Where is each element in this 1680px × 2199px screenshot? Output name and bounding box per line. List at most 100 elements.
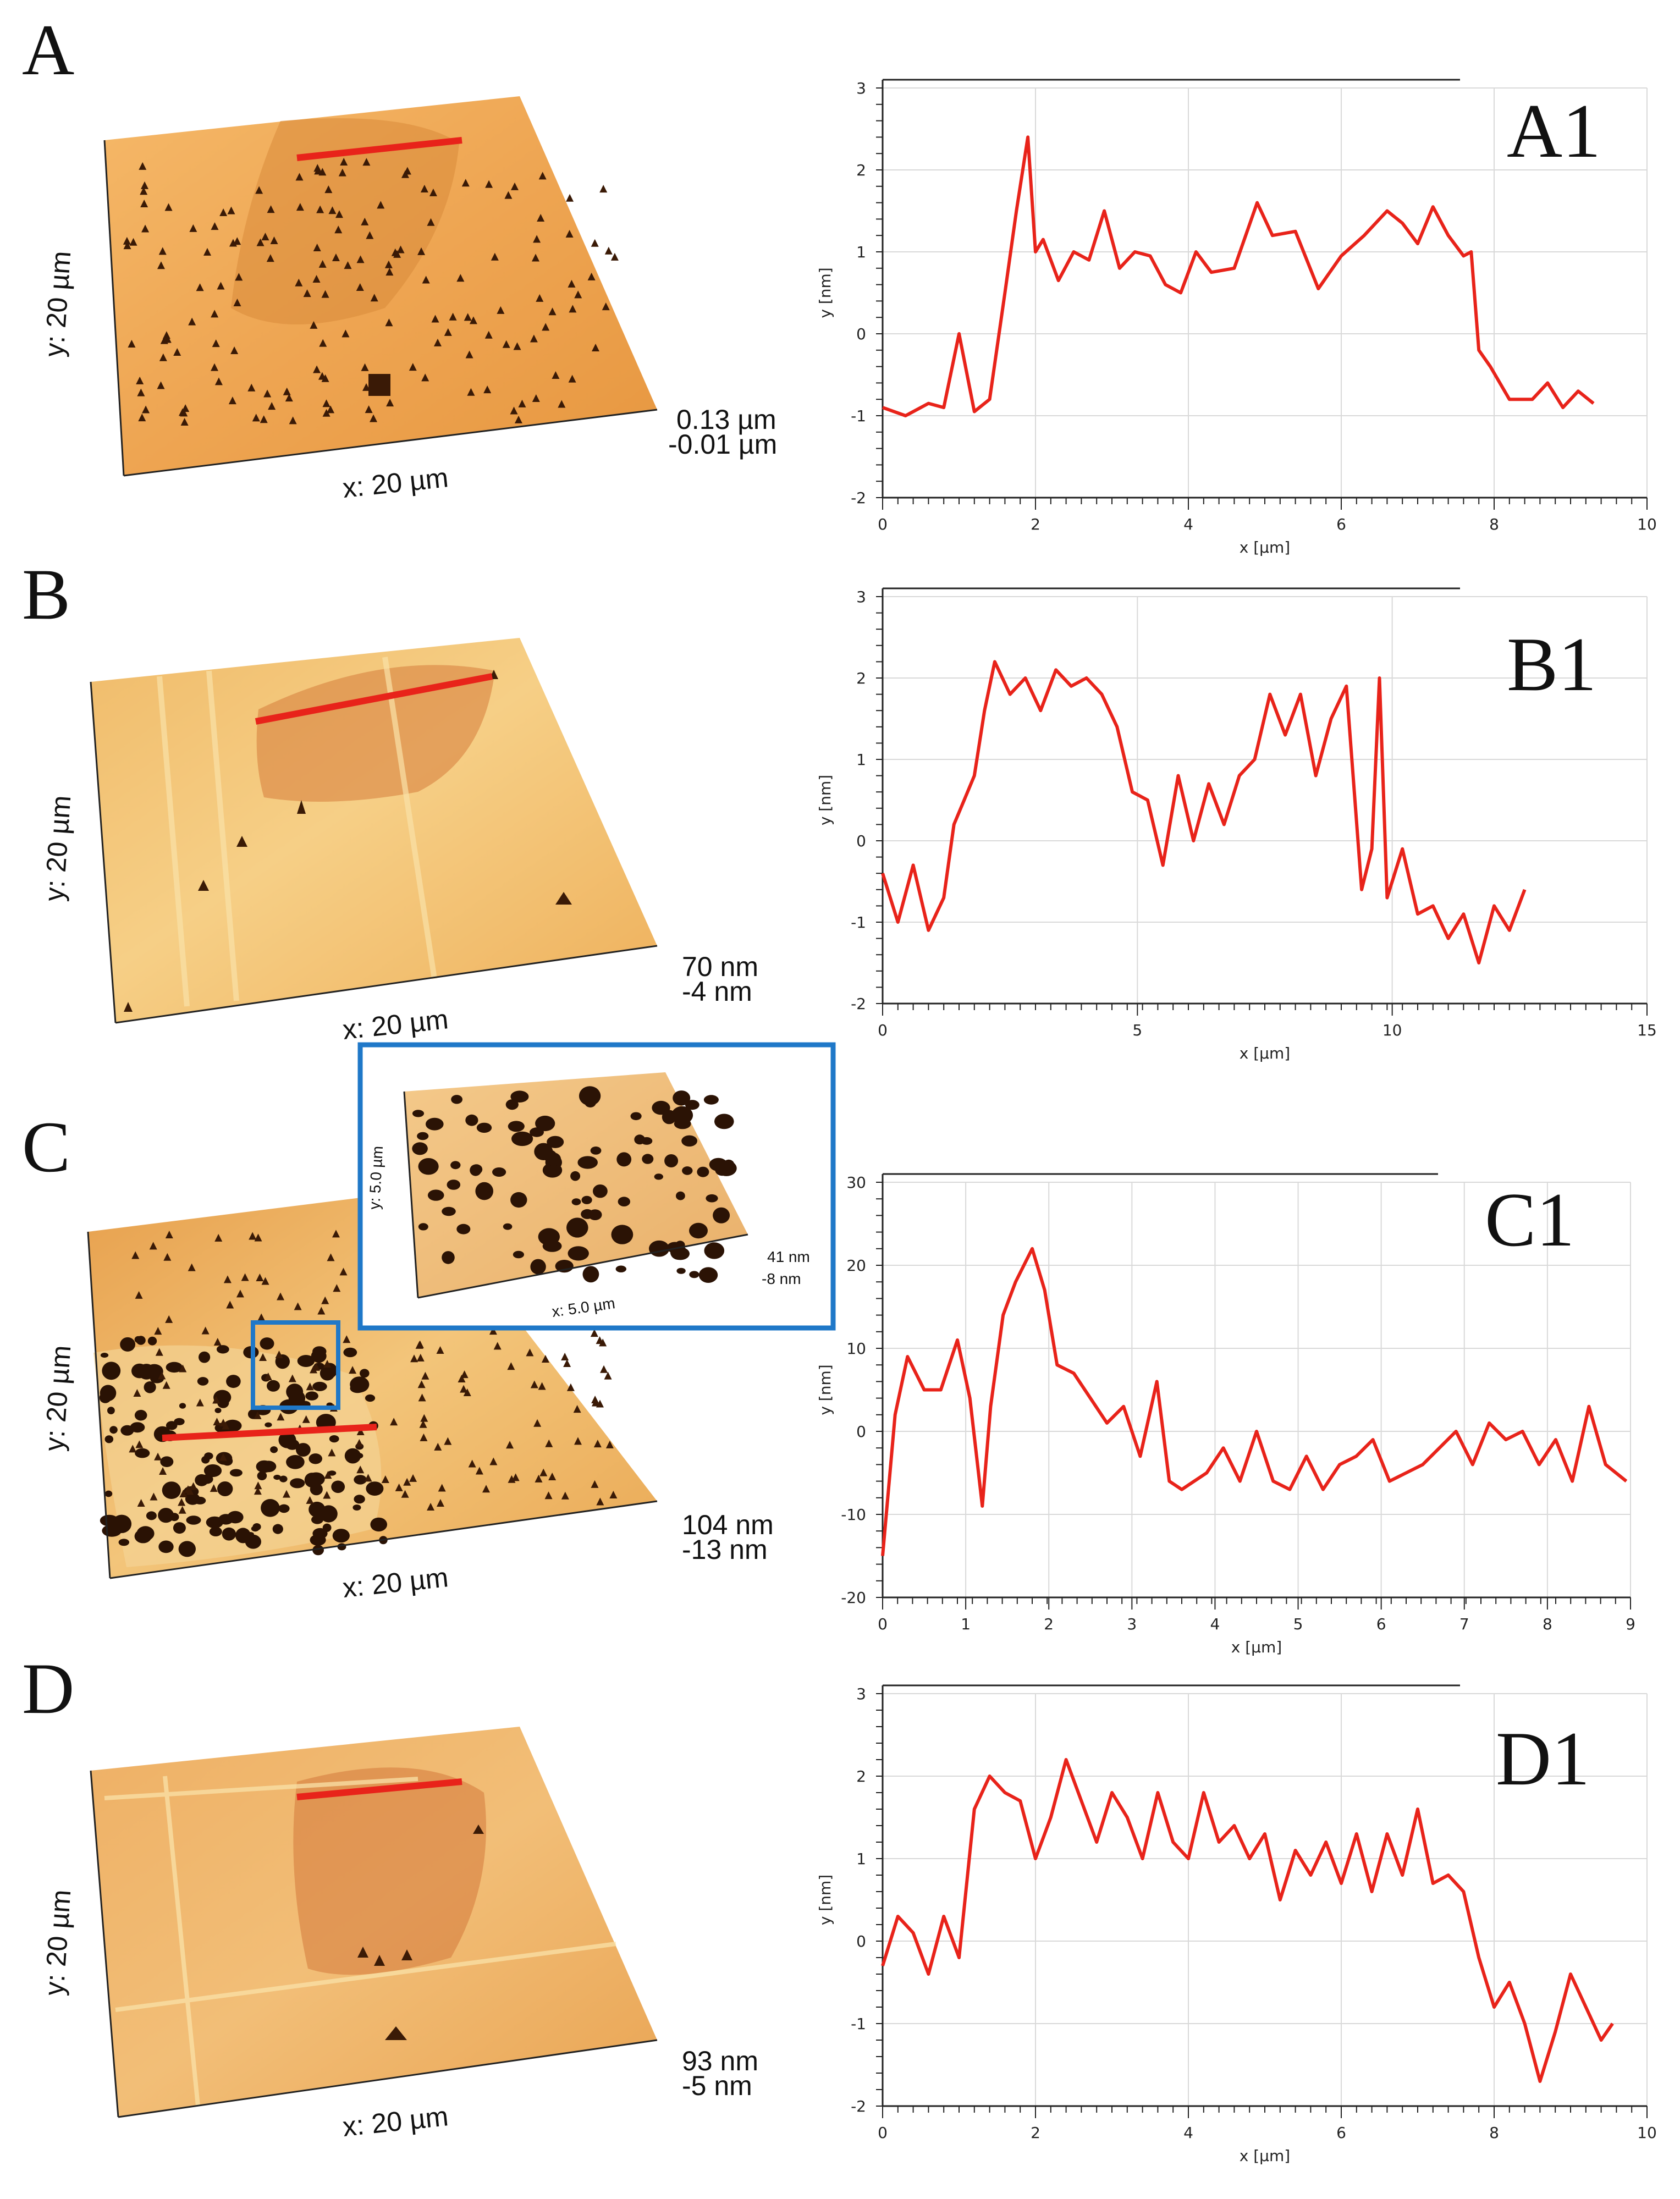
surface-spike xyxy=(591,239,599,247)
x-tick-label: 10 xyxy=(1637,2124,1657,2142)
aggregate-blob xyxy=(226,1375,241,1388)
surface-spike xyxy=(303,289,311,297)
x-tick-label: 10 xyxy=(1637,515,1657,533)
aggregate-blob xyxy=(412,1110,425,1117)
aggregate-blob xyxy=(492,1167,506,1177)
aggregate-blob xyxy=(297,1355,315,1367)
surface-spike xyxy=(219,1453,227,1461)
surface-spike xyxy=(514,415,522,423)
aggregate-blob xyxy=(185,1493,200,1505)
aggregate-blob xyxy=(630,1112,642,1121)
surface-spike xyxy=(227,206,235,214)
surface-spike xyxy=(263,389,272,398)
x-tick-label: 0 xyxy=(878,2124,888,2142)
surface-spike xyxy=(211,310,219,318)
aggregate-blob xyxy=(260,1337,274,1350)
surface-spike xyxy=(602,302,610,311)
profile-chart-D1: 0 2 4 6 8 10 -2 -1 0 1 2 3 x [µm] y [nm] D1 xyxy=(816,1684,1657,2165)
afm-zmax-D: 93 nm xyxy=(682,2046,758,2076)
aggregate-blob xyxy=(169,1513,179,1522)
surface-spike xyxy=(184,1485,192,1493)
surface-spike xyxy=(128,339,136,348)
surface-spike xyxy=(332,1230,340,1238)
surface-spike xyxy=(558,400,566,408)
aggregate-blob xyxy=(447,1180,461,1190)
surface-spike xyxy=(155,1348,163,1356)
aggregate-blob xyxy=(265,1422,272,1428)
surface-spike xyxy=(510,406,518,415)
surface-spike xyxy=(461,179,470,187)
surface-spike xyxy=(468,1459,476,1468)
surface-spike xyxy=(188,1263,196,1271)
y-axis-title: y [nm] xyxy=(816,775,834,825)
aggregate-blob xyxy=(160,1456,174,1467)
surface-spike xyxy=(548,1473,557,1481)
aggregate-blob xyxy=(570,1171,581,1181)
surface-spike xyxy=(211,363,219,371)
aggregate-blob xyxy=(641,1137,653,1145)
surface-spike xyxy=(261,1277,269,1285)
aggregate-blob xyxy=(118,1539,129,1546)
aggregate-blob xyxy=(451,1095,462,1104)
aggregate-blob xyxy=(513,1250,525,1259)
afm-zmin-C: -13 nm xyxy=(682,1534,768,1565)
aggregate-blob xyxy=(278,1504,290,1513)
y-tick-label: -1 xyxy=(851,2015,866,2033)
y-tick-label: 0 xyxy=(856,1932,866,1950)
surface-spike xyxy=(212,339,220,348)
surface-spike xyxy=(324,185,333,194)
surface-spike xyxy=(295,278,303,286)
surface-spike xyxy=(131,1251,140,1259)
surface-spike xyxy=(226,1300,234,1309)
surface-spike xyxy=(159,1467,167,1475)
surface-spike xyxy=(610,252,619,261)
inset-y-axis xyxy=(403,1091,419,1298)
surface-spike xyxy=(314,167,322,175)
surface-spike xyxy=(533,235,541,243)
aggregate-blob xyxy=(107,1407,115,1415)
afm-x-axis-C xyxy=(109,1500,658,1579)
surface-features-C xyxy=(129,1230,618,1514)
aggregate-blob xyxy=(135,1448,150,1458)
surface-spike xyxy=(213,1337,222,1346)
surface-spike xyxy=(318,372,326,380)
aggregate-blob xyxy=(173,1522,186,1534)
aggregate-blob xyxy=(593,1184,608,1198)
surface-spike xyxy=(140,187,148,195)
surface-spike xyxy=(267,205,275,213)
aggregate-blob xyxy=(332,1529,350,1543)
surface-spike xyxy=(228,396,236,405)
x-tick-label: 8 xyxy=(1543,1615,1552,1633)
surface-spike xyxy=(158,247,167,255)
surface-spike xyxy=(533,1419,542,1427)
surface-spike xyxy=(189,224,197,232)
aggregate-blob xyxy=(109,1426,118,1434)
surface-spike xyxy=(165,1231,173,1239)
inset-marker-box xyxy=(251,1320,340,1410)
surface-spike xyxy=(365,405,373,414)
afm-panel-D: D x: 20 µm y: 20 µm 93 nm -5 nm xyxy=(22,1648,758,2142)
surface-spike xyxy=(591,1398,599,1407)
surface-spike xyxy=(310,321,318,329)
surface-spike xyxy=(165,1315,173,1323)
aggregate-blob xyxy=(296,1443,311,1457)
surface-spike xyxy=(362,383,371,391)
aggregate-blob xyxy=(713,1207,730,1223)
aggregate-blob xyxy=(579,1086,601,1106)
y-tick-label: -10 xyxy=(841,1506,866,1524)
x-tick-label: 1 xyxy=(961,1615,971,1633)
surface-spike xyxy=(596,1336,604,1344)
panel-letter-B: B xyxy=(22,554,70,635)
profile-series-line xyxy=(882,135,1595,417)
surface-spike xyxy=(318,260,327,268)
surface-spike xyxy=(385,318,393,327)
y-tick-label: -20 xyxy=(841,1589,866,1607)
surface-spike xyxy=(599,185,608,193)
aggregate-blob xyxy=(158,1540,174,1553)
aggregate-blob xyxy=(267,1380,280,1392)
aggregate-blob xyxy=(505,1099,519,1110)
afm-zmax-C: 104 nm xyxy=(682,1509,774,1540)
y-tick-label: 3 xyxy=(856,588,866,606)
x-tick-label: 6 xyxy=(1376,1615,1386,1633)
surface-spike xyxy=(321,374,329,382)
